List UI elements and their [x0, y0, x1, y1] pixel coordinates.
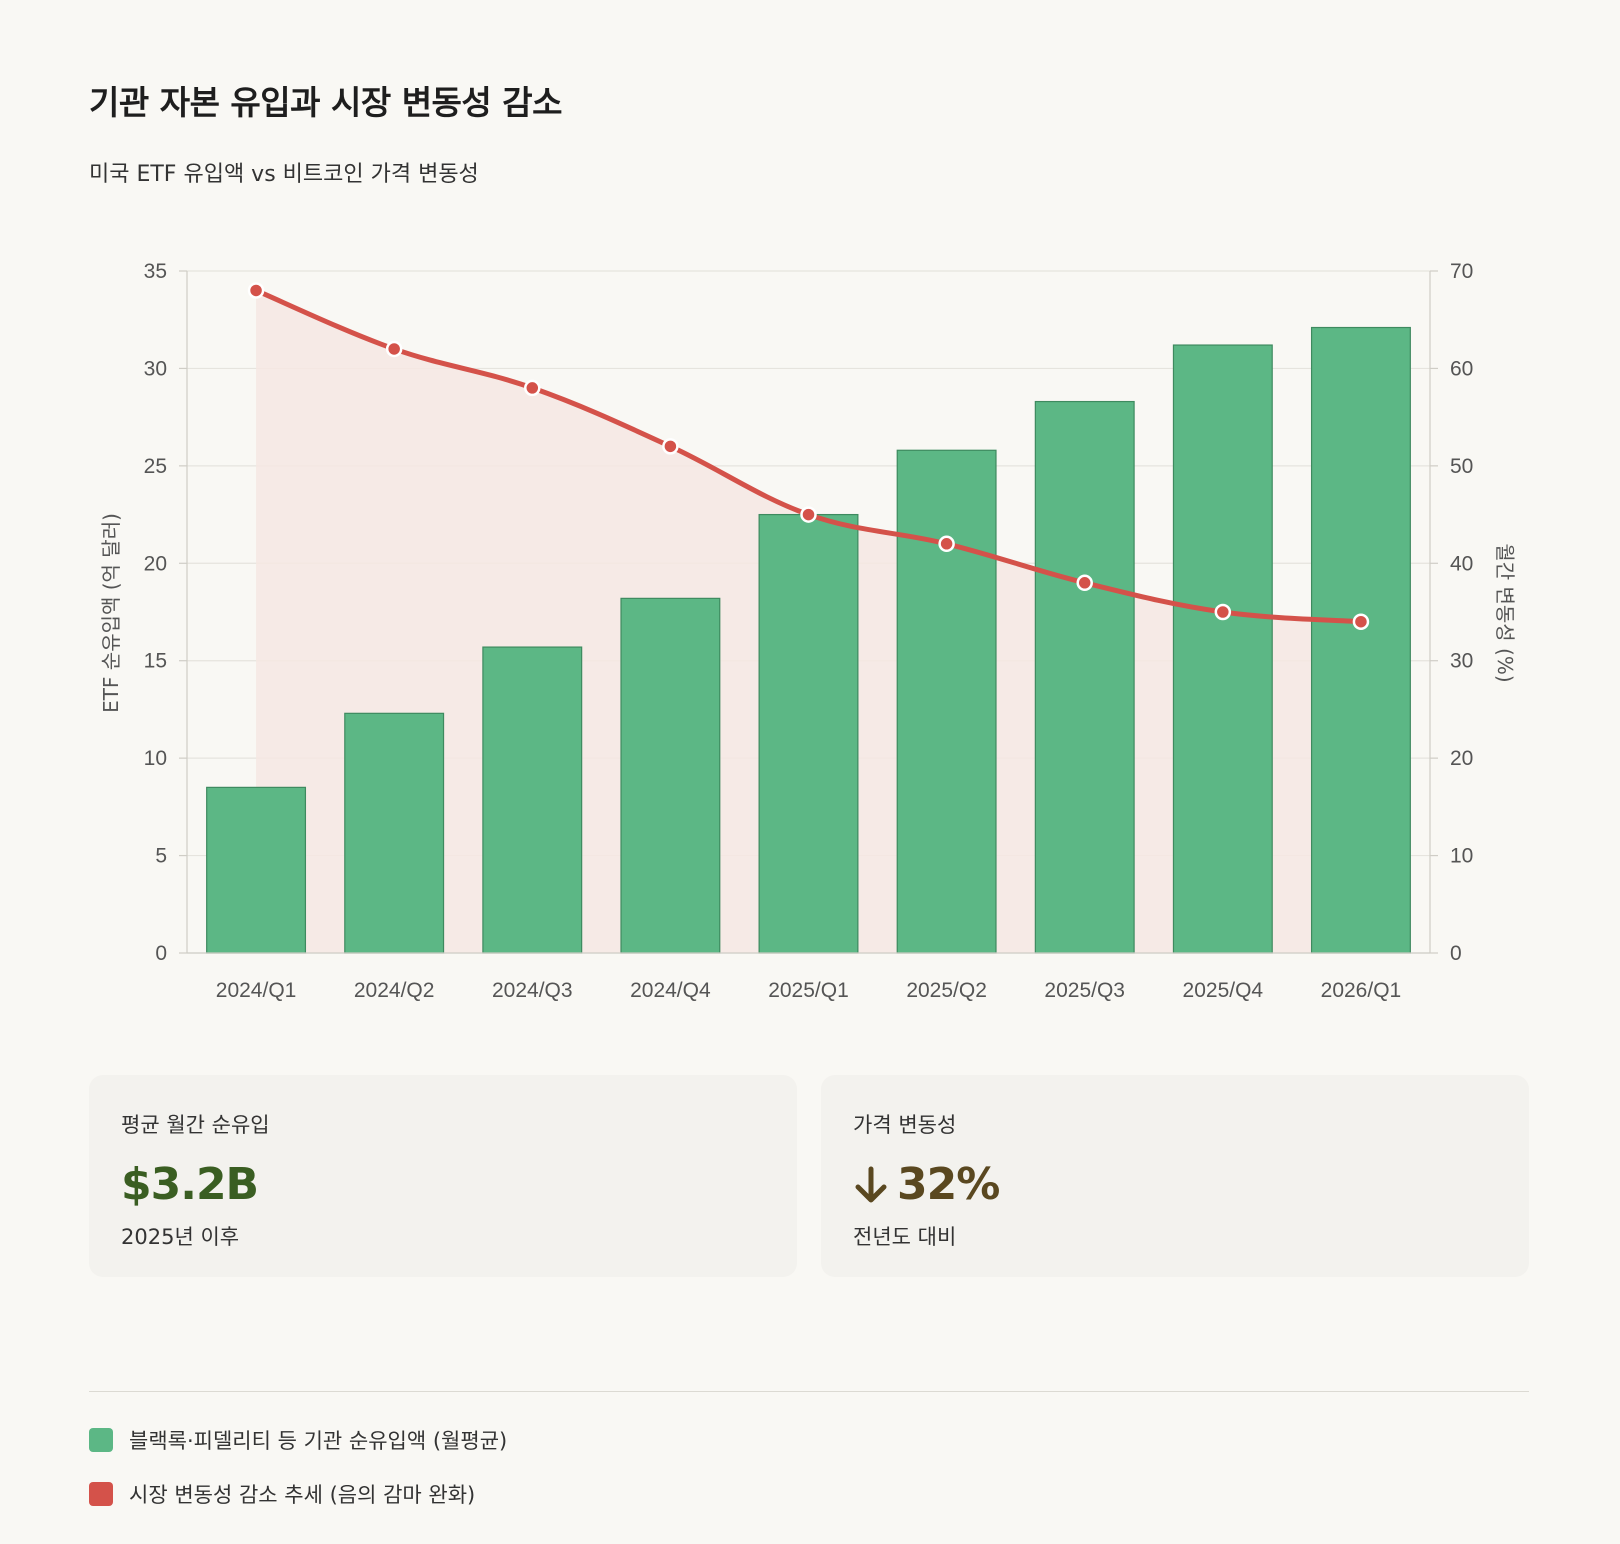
legend-divider: [89, 1391, 1529, 1392]
y-axis-right-title: 월간 변동성 (%): [1493, 543, 1517, 682]
volatility-point-2024/Q2: [385, 340, 403, 358]
volatility-label: 가격 변동성: [853, 1113, 957, 1137]
y-tick-label-right: 10: [1450, 845, 1473, 868]
bar-2024/Q4: [620, 597, 721, 954]
y-tick-label-left: 10: [144, 747, 167, 770]
bar-2024/Q2: [344, 712, 445, 954]
avg-inflow-label: 평균 월간 순유입: [121, 1113, 270, 1137]
x-tick-label: 2025/Q3: [1044, 979, 1125, 1002]
bar-2025/Q3: [1034, 400, 1135, 954]
y-tick-label-right: 20: [1450, 747, 1473, 770]
volatility-value: 32%: [897, 1159, 1000, 1210]
bar-2025/Q4: [1172, 344, 1273, 954]
x-tick-label: 2025/Q1: [768, 979, 849, 1002]
legend-item-inflow: 블랙록·피델리티 등 기관 순유입액 (월평균): [89, 1425, 507, 1455]
volatility-note: 전년도 대비: [853, 1225, 957, 1249]
page-subtitle: 미국 ETF 유입액 vs 비트코인 가격 변동성: [89, 162, 479, 187]
y-tick-label-left: 25: [144, 455, 167, 478]
y-tick-label-right: 40: [1450, 552, 1473, 575]
avg-inflow-value: $3.2B: [121, 1159, 259, 1210]
x-tick-label: 2025/Q4: [1183, 979, 1264, 1002]
volatility-point-2024/Q3: [524, 379, 541, 397]
volatility-point-2026/Q1: [1352, 613, 1370, 630]
legend-swatch-inflow: [89, 1428, 113, 1452]
x-tick-label: 2025/Q2: [906, 979, 987, 1002]
arrow-down-icon: [855, 1166, 887, 1202]
x-tick-label: 2024/Q3: [492, 979, 573, 1002]
x-tick-label: 2024/Q1: [216, 979, 297, 1002]
legend-label-inflow: 블랙록·피델리티 등 기관 순유입액 (월평균): [129, 1429, 508, 1453]
x-tick-label: 2024/Q4: [630, 979, 711, 1002]
y-axis-left-title: ETF 순유입액 (억 달러): [99, 513, 123, 713]
volatility-point-2025/Q1: [800, 506, 817, 523]
bar-2025/Q1: [758, 513, 859, 954]
volatility-point-2025/Q3: [1076, 574, 1093, 592]
avg-inflow-note: 2025년 이후: [121, 1225, 240, 1249]
x-tick-label: 2026/Q1: [1321, 979, 1402, 1002]
bar-2024/Q1: [206, 786, 307, 954]
bar-2024/Q3: [482, 646, 583, 954]
legend-swatch-volatility: [89, 1482, 113, 1506]
y-tick-label-left: 15: [144, 650, 167, 673]
volatility-value-row: 32%: [853, 1159, 1000, 1210]
y-tick-label-right: 0: [1450, 942, 1462, 965]
volatility-card: 가격 변동성 32% 전년도 대비: [821, 1075, 1529, 1277]
y-tick-label-right: 70: [1450, 260, 1473, 283]
y-tick-label-left: 35: [144, 260, 167, 283]
legend-item-volatility: 시장 변동성 감소 추세 (음의 감마 완화): [89, 1479, 475, 1509]
volatility-point-2025/Q4: [1214, 603, 1232, 621]
y-tick-label-right: 30: [1450, 650, 1473, 673]
avg-inflow-card: 평균 월간 순유입 $3.2B 2025년 이후: [89, 1075, 797, 1277]
legend-label-volatility: 시장 변동성 감소 추세 (음의 감마 완화): [129, 1483, 476, 1507]
volatility-point-2025/Q2: [938, 535, 955, 553]
y-tick-label-left: 5: [155, 845, 167, 868]
y-tick-label-left: 20: [144, 552, 167, 575]
y-tick-label-left: 0: [155, 942, 167, 965]
y-tick-label-right: 50: [1450, 455, 1473, 478]
y-tick-label-right: 60: [1450, 357, 1473, 380]
volatility-point-2024/Q1: [247, 282, 265, 299]
y-tick-label-left: 30: [144, 357, 167, 380]
volatility-line: [253, 287, 1364, 625]
etf-volatility-chart: 0 5 10 15 20 25 30 35 0 10 20 30 40 50 60 70 2024/Q1 2024…: [99, 260, 1517, 1002]
x-tick-label: 2024/Q2: [354, 979, 435, 1002]
page-title: 기관 자본 유입과 시장 변동성 감소: [89, 83, 562, 122]
bar-2026/Q1: [1310, 326, 1411, 954]
bar-2025/Q2: [896, 449, 997, 954]
volatility-point-2024/Q4: [662, 438, 679, 455]
